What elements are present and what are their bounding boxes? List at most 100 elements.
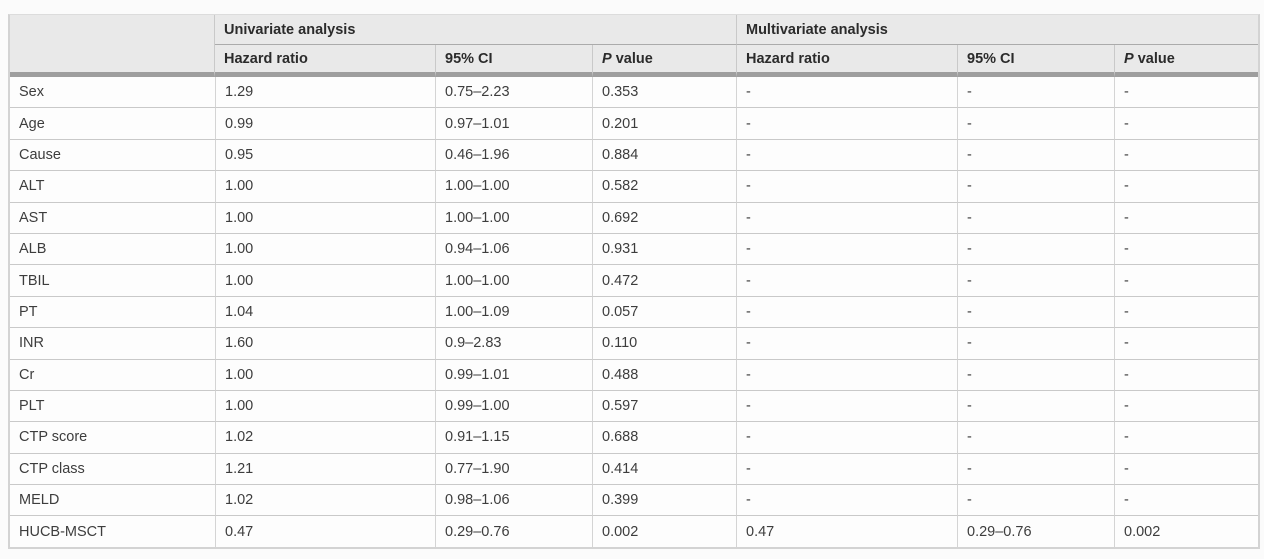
value-cell: 0.472 [592,265,736,297]
value-cell: 0.75–2.23 [435,77,592,109]
variable-cell: CTP class [10,453,215,486]
table-container: Univariate analysis Multivariate analysi… [8,14,1261,549]
value-cell: 0.399 [592,485,736,517]
variable-cell: MELD [10,485,215,517]
table-row: MELD 1.02 0.98–1.06 0.399- - - [10,485,1259,517]
group-header-row: Univariate analysis Multivariate analysi… [10,15,1259,77]
value-cell: - [957,359,1114,391]
value-cell: 0.91–1.15 [435,422,592,454]
table-row: ALT 1.00 1.00–1.00 0.582- - - [10,171,1259,203]
subheader-univariate-p-value: P value [592,45,736,77]
group-header-multivariate: Multivariate analysis [736,15,1259,45]
subheader-univariate-ci: 95% CI [435,45,592,77]
value-cell: - [736,265,957,297]
value-cell: 0.47 [215,516,435,547]
value-cell: - [1114,328,1259,360]
value-cell: 1.02 [215,422,435,454]
subheader-label: 95% CI [967,50,1015,67]
subheader-label: Hazard ratio [224,50,308,67]
value-cell: - [1114,359,1259,391]
subheader-italic: P [602,50,612,67]
table-row: Sex 1.29 0.75–2.23 0.353- - - [10,77,1259,109]
variable-cell: PT [10,296,215,329]
value-cell: - [957,77,1114,109]
value-cell: 1.00–1.00 [435,265,592,297]
value-cell: - [736,485,957,517]
value-cell: - [1114,453,1259,486]
value-cell: - [1114,139,1259,172]
table-row: AST 1.00 1.00–1.00 0.692- - - [10,202,1259,234]
subheader-multivariate-ci: 95% CI [957,45,1114,77]
subheader-label: Hazard ratio [746,50,830,67]
value-cell: - [1114,108,1259,140]
table-row: CTP class 1.21 0.77–1.90 0.414- - - [10,453,1259,486]
value-cell: 1.04 [215,296,435,329]
subheader-multivariate-p-value: P value [1114,45,1259,77]
subheader-multivariate-hazard-ratio: Hazard ratio [736,45,957,77]
value-cell: 0.488 [592,359,736,391]
value-cell: - [957,485,1114,517]
value-cell: - [1114,202,1259,234]
value-cell: - [736,77,957,109]
value-cell: 0.110 [592,328,736,360]
value-cell: 0.414 [592,453,736,486]
variable-cell: ALT [10,171,215,203]
variable-cell: Cr [10,359,215,391]
value-cell: - [736,453,957,486]
value-cell: - [1114,296,1259,329]
subheader-label: value [1133,50,1175,67]
value-cell: 0.884 [592,139,736,172]
value-cell: - [1114,265,1259,297]
value-cell: 1.00 [215,202,435,234]
table-body: Sex 1.29 0.75–2.23 0.353- - - Age 0.99 0.97–1.01… [10,77,1259,547]
table-row: Cause 0.95 0.46–1.96 0.884- - - [10,139,1259,172]
table-row: INR 1.60 0.9–2.83 0.110- - - [10,328,1259,360]
value-cell: - [736,108,957,140]
variable-cell: Sex [10,77,215,109]
value-cell: 0.94–1.06 [435,233,592,266]
value-cell: - [957,265,1114,297]
subheader-label: value [611,50,653,67]
table-header: Univariate analysis Multivariate analysi… [10,15,1259,77]
value-cell: 0.99–1.00 [435,390,592,423]
variable-cell: ALB [10,233,215,266]
value-cell: 1.00 [215,359,435,391]
value-cell: 1.00–1.09 [435,296,592,329]
subheader-row: Hazard ratio 95% CI P value Hazard ratio… [10,45,1259,77]
variable-cell: INR [10,328,215,360]
variable-cell: AST [10,202,215,234]
value-cell: 0.057 [592,296,736,329]
variable-cell: CTP score [10,422,215,454]
table-row: TBIL 1.00 1.00–1.00 0.472- - - [10,265,1259,297]
value-cell: - [957,233,1114,266]
value-cell: 1.00 [215,171,435,203]
value-cell: - [1114,422,1259,454]
value-cell: 1.60 [215,328,435,360]
value-cell: 0.99–1.01 [435,359,592,391]
value-cell: 0.77–1.90 [435,453,592,486]
value-cell: 0.692 [592,202,736,234]
value-cell: - [957,108,1114,140]
value-cell: 1.00–1.00 [435,171,592,203]
value-cell: - [736,171,957,203]
page: { "table": { "corner_label": "", "groups… [0,14,1264,559]
subheader-label: 95% CI [445,50,493,67]
variable-cell: HUCB-MSCT [10,516,215,547]
value-cell: - [736,233,957,266]
table-row: PLT 1.00 0.99–1.00 0.597- - - [10,390,1259,423]
corner-cell [10,15,215,77]
value-cell: 1.00 [215,233,435,266]
variable-cell: Cause [10,139,215,172]
value-cell: 0.931 [592,233,736,266]
variable-cell: PLT [10,390,215,423]
value-cell: 1.21 [215,453,435,486]
subheader-univariate-hazard-ratio: Hazard ratio [215,45,435,77]
value-cell: - [957,453,1114,486]
value-cell: 0.99 [215,108,435,140]
value-cell: 1.00 [215,390,435,423]
value-cell: - [957,328,1114,360]
value-cell: - [957,422,1114,454]
subheader-italic: P [1124,50,1134,67]
value-cell: 0.9–2.83 [435,328,592,360]
table-row: CTP score 1.02 0.91–1.15 0.688- - - [10,422,1259,454]
